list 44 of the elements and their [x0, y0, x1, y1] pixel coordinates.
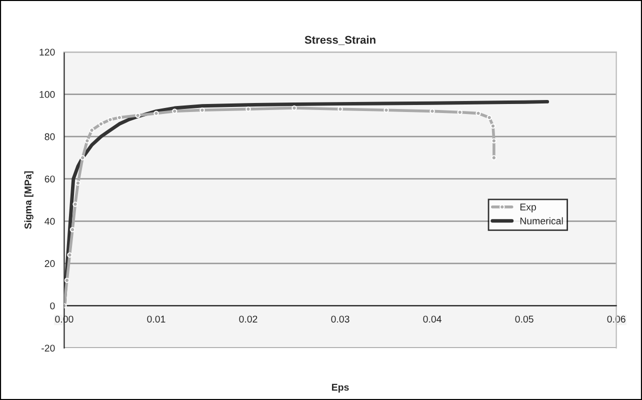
point — [246, 106, 251, 112]
point — [70, 226, 76, 232]
point — [292, 105, 297, 111]
point — [430, 108, 435, 114]
legend-label: Exp — [520, 204, 536, 212]
y-tick-label: 0 — [50, 302, 55, 310]
point — [75, 180, 81, 186]
y-tick-label: 60 — [44, 176, 55, 182]
point — [116, 114, 122, 120]
point — [154, 110, 159, 116]
x-tick-label: 0.01 — [147, 316, 166, 323]
point — [491, 155, 497, 160]
x-tick-label: 0.05 — [515, 316, 534, 323]
point — [172, 108, 178, 114]
point — [64, 278, 70, 283]
point — [84, 138, 90, 144]
point — [98, 121, 104, 126]
chart-title: Stress_Strain — [304, 36, 376, 46]
x-tick-label: 0.02 — [239, 316, 258, 323]
y-tick-label: 100 — [40, 91, 55, 98]
y-tick-label: 20 — [44, 260, 55, 268]
y-tick-label: -20 — [42, 344, 55, 352]
point — [338, 106, 343, 112]
y-tick-label: 120 — [40, 48, 55, 56]
x-tick-label: 0.04 — [423, 316, 442, 323]
point — [135, 112, 140, 118]
y-tick-label: 40 — [44, 218, 55, 225]
point — [89, 128, 94, 133]
x-axis-title: Eps — [332, 384, 349, 393]
point — [108, 117, 113, 122]
y-tick-label: 80 — [44, 133, 55, 140]
point — [80, 155, 86, 160]
point — [200, 108, 205, 113]
point — [486, 114, 492, 120]
point — [491, 138, 497, 144]
y-axis-title: Sigma [MPa] — [24, 171, 34, 229]
point — [457, 110, 462, 115]
point — [490, 123, 496, 129]
point — [384, 108, 389, 113]
point — [67, 252, 72, 258]
point — [72, 202, 78, 207]
x-tick-label: 0.03 — [331, 316, 350, 323]
legend-label: Numerical — [520, 217, 563, 224]
point — [476, 110, 481, 116]
